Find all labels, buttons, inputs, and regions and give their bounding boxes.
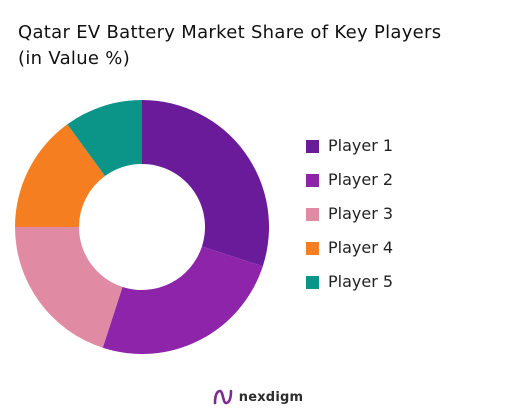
nexdigm-logo-icon [213,389,233,405]
donut-slice-player-3 [15,227,123,348]
donut-slice-player-4 [15,124,105,227]
legend-label: Player 4 [328,238,394,257]
legend-label: Player 5 [328,272,394,291]
legend-item-player-2: Player 2 [306,167,506,201]
legend-swatch [306,208,319,221]
legend-swatch [306,242,319,255]
legend-item-player-1: Player 1 [306,133,506,167]
legend-item-player-5: Player 5 [306,269,506,303]
donut-slice-player-2 [102,246,263,354]
donut-slice-player-5 [67,100,142,177]
legend-label: Player 3 [328,204,394,223]
legend-item-player-4: Player 4 [306,235,506,269]
legend-item-player-3: Player 3 [306,201,506,235]
legend-swatch [306,276,319,289]
chart-title: Qatar EV Battery Market Share of Key Pla… [18,20,508,72]
legend-swatch [306,140,319,153]
legend-label: Player 1 [328,136,394,155]
legend-label: Player 2 [328,170,394,189]
chart-title-line-2: (in Value %) [18,48,131,69]
chart-legend: Player 1 Player 2 Player 3 Player 4 Player 5 [306,133,506,303]
chart-title-line-1: Qatar EV Battery Market Share of Key Pla… [18,22,442,43]
legend-swatch [306,174,319,187]
brand-name: nexdigm [238,389,304,405]
brand-footer: nexdigm [0,388,515,410]
donut-slice-player-1 [142,100,269,267]
